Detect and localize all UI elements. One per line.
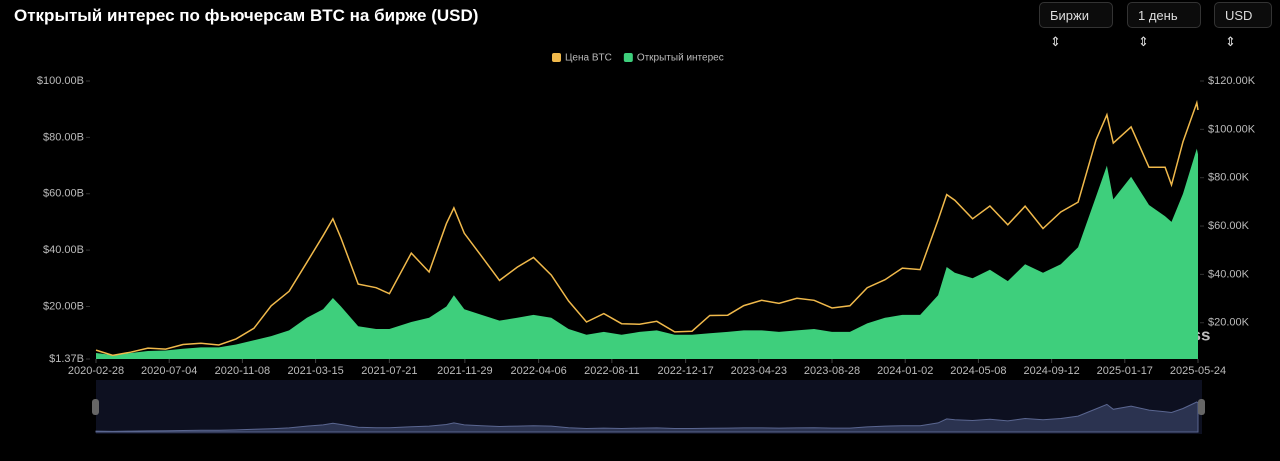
y-tick-label: $40.00B bbox=[43, 244, 84, 256]
line bbox=[95, 99, 1199, 357]
exchange-select[interactable]: Биржи ⇕ bbox=[1039, 2, 1113, 49]
x-tick-label: 2022-08-11 bbox=[584, 365, 639, 377]
select-label: Биржи bbox=[1050, 8, 1089, 23]
title: Открытый интерес по фьючерсам BTC на бир… bbox=[14, 6, 479, 25]
y-tick-label: $1.37B bbox=[49, 353, 84, 365]
y-tick-label: $100.00B bbox=[37, 75, 84, 87]
x-tick-label: 2024-01-02 bbox=[877, 365, 933, 377]
x-tick-label: 2021-11-29 bbox=[437, 365, 492, 377]
legend-swatch bbox=[552, 53, 561, 62]
y2-tick-label: $40.00K bbox=[1208, 268, 1250, 280]
legend-label: Цена BTC bbox=[565, 53, 612, 64]
x-tick-label: 2024-09-12 bbox=[1023, 365, 1079, 377]
x-tick-label: 2020-11-08 bbox=[215, 365, 270, 377]
y-tick-label: $20.00B bbox=[43, 300, 84, 312]
x-tick-label: 2022-12-17 bbox=[657, 365, 713, 377]
x-tick-label: 2023-04-23 bbox=[731, 365, 787, 377]
x-tick-label: 2021-03-15 bbox=[287, 365, 343, 377]
x-tick-label: 2022-04-06 bbox=[511, 365, 567, 377]
select-label: USD bbox=[1225, 8, 1253, 23]
x-tick-label: 2025-05-24 bbox=[1170, 365, 1226, 377]
legend-label: Открытый интерес bbox=[637, 53, 724, 64]
x-tick-label: 2024-05-08 bbox=[950, 365, 1006, 377]
y2-tick-label: $80.00K bbox=[1208, 172, 1250, 184]
navigator-handle bbox=[1198, 399, 1205, 415]
y2-tick-label: $20.00K bbox=[1208, 317, 1250, 329]
x-tick-label: 2020-02-28 bbox=[68, 365, 124, 377]
y-tick-label: $80.00B bbox=[43, 131, 84, 143]
x-tick-label: 2023-08-28 bbox=[804, 365, 860, 377]
navigator-area bbox=[95, 401, 1199, 433]
interval-select[interactable]: 1 день ⇕ bbox=[1127, 2, 1201, 49]
y2-tick-label: $60.00K bbox=[1208, 220, 1250, 232]
area bbox=[96, 148, 1198, 359]
legend-swatch bbox=[623, 53, 633, 62]
currency-select[interactable]: USD ⇕ bbox=[1214, 2, 1272, 49]
y-tick-label: $60.00B bbox=[43, 188, 84, 200]
select-label: 1 день bbox=[1138, 8, 1178, 23]
navigator-handle bbox=[92, 399, 99, 415]
x-tick-label: 2020-07-04 bbox=[141, 365, 197, 377]
y2-tick-label: $120.00K bbox=[1208, 75, 1256, 87]
x-tick-label: 2021-07-21 bbox=[361, 365, 417, 377]
y2-tick-label: $100.00K bbox=[1208, 123, 1256, 135]
x-tick-label: 2025-01-17 bbox=[1097, 365, 1153, 377]
